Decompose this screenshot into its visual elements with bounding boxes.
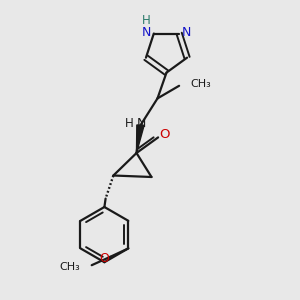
- Text: CH₃: CH₃: [60, 262, 80, 272]
- Polygon shape: [136, 125, 144, 153]
- Text: O: O: [159, 128, 169, 141]
- Text: N: N: [137, 117, 147, 130]
- Text: H: H: [142, 14, 151, 27]
- Text: N: N: [142, 26, 151, 38]
- Text: N: N: [182, 26, 191, 38]
- Text: H: H: [124, 117, 134, 130]
- Text: O: O: [99, 252, 109, 265]
- Text: CH₃: CH₃: [190, 79, 211, 89]
